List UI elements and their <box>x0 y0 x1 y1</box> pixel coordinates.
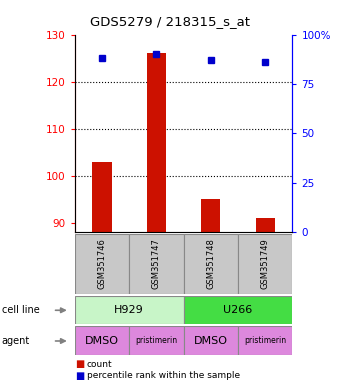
Bar <box>238 234 292 294</box>
Text: percentile rank within the sample: percentile rank within the sample <box>87 371 240 380</box>
Text: DMSO: DMSO <box>85 336 119 346</box>
Text: U266: U266 <box>223 305 253 315</box>
Bar <box>129 326 184 355</box>
Bar <box>129 234 184 294</box>
Text: GSM351749: GSM351749 <box>261 238 270 290</box>
Text: DMSO: DMSO <box>194 336 228 346</box>
Text: pristimerin: pristimerin <box>135 336 177 345</box>
Text: cell line: cell line <box>2 305 39 315</box>
Bar <box>184 326 238 355</box>
Bar <box>256 218 275 232</box>
Text: GDS5279 / 218315_s_at: GDS5279 / 218315_s_at <box>90 15 250 28</box>
Text: GSM351748: GSM351748 <box>206 238 215 290</box>
Text: GSM351747: GSM351747 <box>152 238 161 290</box>
Bar <box>75 326 129 355</box>
Bar <box>147 53 166 232</box>
Bar <box>75 234 129 294</box>
Bar <box>184 234 238 294</box>
Bar <box>201 199 220 232</box>
Text: H929: H929 <box>114 305 144 315</box>
Text: ■: ■ <box>75 359 84 369</box>
Text: ■: ■ <box>75 371 84 381</box>
Text: GSM351746: GSM351746 <box>98 238 106 290</box>
Bar <box>238 326 292 355</box>
Text: count: count <box>87 359 112 369</box>
Bar <box>92 162 112 232</box>
Text: agent: agent <box>2 336 30 346</box>
Bar <box>184 296 292 324</box>
Bar <box>75 296 184 324</box>
Text: pristimerin: pristimerin <box>244 336 286 345</box>
